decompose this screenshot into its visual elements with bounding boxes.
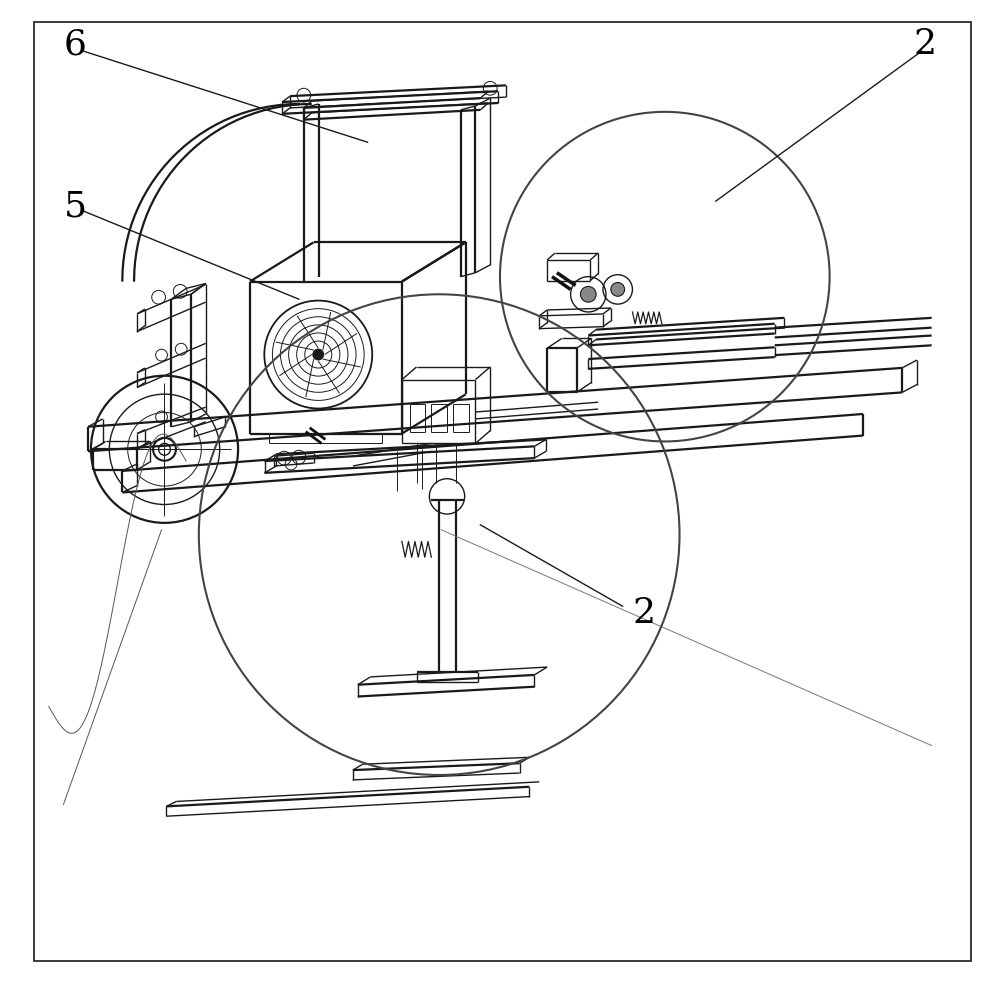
Text: 5: 5 <box>63 189 87 223</box>
Text: 2: 2 <box>914 27 937 61</box>
Circle shape <box>580 286 596 302</box>
Text: 6: 6 <box>63 27 86 61</box>
Circle shape <box>611 283 625 296</box>
Circle shape <box>313 349 323 359</box>
Text: 2: 2 <box>632 596 655 630</box>
